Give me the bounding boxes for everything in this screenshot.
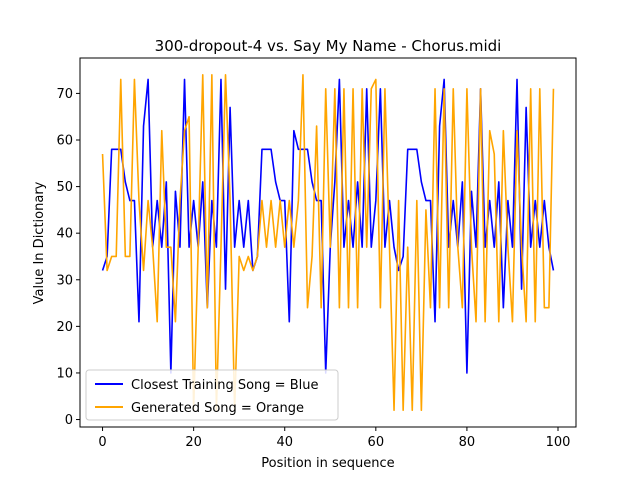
- y-tick-label: 40: [56, 227, 73, 242]
- y-tick-label: 10: [56, 366, 73, 381]
- y-tick-label: 20: [56, 320, 73, 335]
- chart-title: 300-dropout-4 vs. Say My Name - Chorus.m…: [155, 37, 502, 55]
- series-line-blue: [101, 78, 555, 374]
- y-tick-label: 50: [56, 180, 73, 195]
- y-axis-label: Value In Dictionary: [32, 181, 47, 304]
- legend: Closest Training Song = Blue Generated S…: [85, 369, 339, 421]
- y-tick-label: 60: [56, 134, 73, 149]
- x-axis-label: Position in sequence: [261, 456, 394, 471]
- legend-label-blue: Closest Training Song = Blue: [131, 378, 318, 393]
- y-tick-label: 30: [56, 273, 73, 288]
- series-layer: [101, 73, 555, 412]
- x-tick-label: 40: [276, 435, 293, 450]
- y-tick-label: 70: [56, 87, 73, 102]
- legend-label-orange: Generated Song = Orange: [131, 401, 304, 416]
- x-tick-label: 0: [98, 435, 106, 450]
- plot-frame: [79, 57, 577, 428]
- x-tick-label: 100: [546, 435, 571, 450]
- x-axis-ticks: 0 20 40 60 80 100: [98, 427, 570, 450]
- y-tick-label: 0: [65, 413, 73, 428]
- y-axis-ticks: 0 10 20 30 40 50 60 70: [56, 87, 80, 428]
- x-tick-label: 60: [368, 435, 385, 450]
- x-tick-label: 80: [459, 435, 476, 450]
- plot-area: [79, 57, 577, 428]
- legend-box: [85, 369, 339, 421]
- series-line-orange: [101, 73, 555, 412]
- x-tick-label: 20: [185, 435, 202, 450]
